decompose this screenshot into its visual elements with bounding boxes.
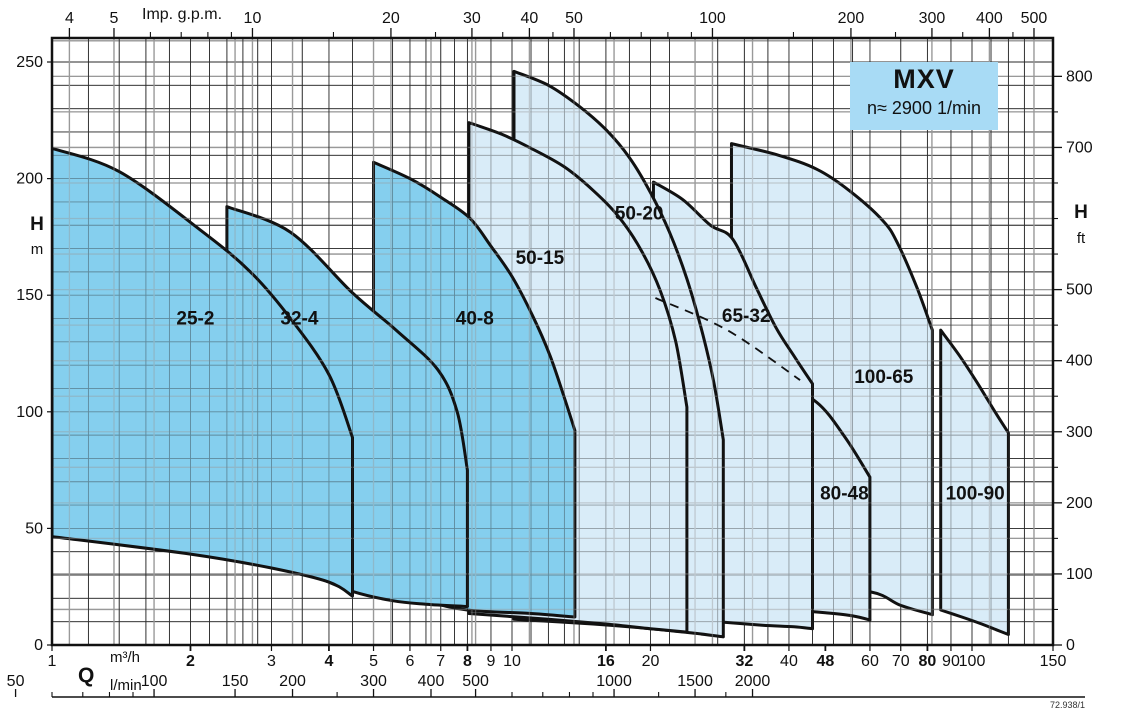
- bottom-m3h-label: 9: [486, 653, 495, 670]
- flow-axis-title: Q: [78, 664, 95, 687]
- top-tick-label: 500: [1021, 10, 1048, 27]
- bottom-m3h-label: 4: [324, 653, 333, 670]
- bottom-m3h-label: 40: [780, 653, 798, 670]
- top-tick-label: 30: [463, 10, 481, 27]
- right-tick-label: 200: [1066, 495, 1093, 512]
- envelope-label-32-4: 32-4: [280, 309, 318, 330]
- left-axis-title: H: [30, 214, 44, 235]
- flow-unit-m3h-label: m³/h: [110, 649, 140, 666]
- right-tick-label: 500: [1066, 282, 1093, 299]
- envelopes: [52, 69, 1010, 639]
- envelope-label-100-90: 100-90: [946, 483, 1005, 504]
- bottom-m3h-label: 150: [1040, 653, 1067, 670]
- series-speed-label: n≈ 2900 1/min: [867, 98, 981, 118]
- right-tick-label: 400: [1066, 353, 1093, 370]
- envelope-label-50-15: 50-15: [516, 248, 565, 269]
- bottom-m3h-label: 16: [597, 653, 615, 670]
- bottom-m3h-label: 1: [48, 653, 57, 670]
- bottom-m3h-label: 8: [463, 653, 472, 670]
- bottom-m3h-label: 2: [186, 653, 195, 670]
- envelope-label-80-48: 80-48: [820, 483, 869, 504]
- envelope-label-40-8: 40-8: [456, 309, 494, 330]
- top-tick-label: 100: [699, 10, 726, 27]
- lmin-label: 200: [279, 673, 306, 690]
- bottom-m3h-label: 6: [405, 653, 414, 670]
- bottom-m3h-label: 10: [503, 653, 521, 670]
- top-tick-label: 40: [521, 10, 539, 27]
- bottom-m3h-label: 100: [959, 653, 986, 670]
- top-tick-label: 50: [565, 10, 583, 27]
- envelope-label-50-20: 50-20: [615, 204, 664, 225]
- envelope-25-2: [52, 146, 354, 598]
- right-tick-label: 0: [1066, 637, 1075, 654]
- envelope-label-100-65: 100-65: [854, 367, 914, 388]
- right-axis-unit-label: ft: [1076, 230, 1086, 247]
- top-tick-label: 10: [244, 10, 262, 27]
- lmin-label: 400: [418, 673, 445, 690]
- envelope-100-90: [939, 328, 1010, 637]
- bottom-m3h-label: 3: [267, 653, 276, 670]
- figure-reference: 72.938/1: [1049, 700, 1085, 710]
- bottom-m3h-label: 20: [642, 653, 660, 670]
- grid-over: [52, 38, 1053, 645]
- right-tick-label: 700: [1066, 139, 1093, 156]
- top-tick-label: 400: [976, 10, 1003, 27]
- bottom-m3h-label: 70: [892, 653, 910, 670]
- lmin-label: 150: [222, 673, 249, 690]
- top-tick-label: 4: [65, 10, 74, 27]
- bottom-m3h-label: 90: [942, 653, 960, 670]
- top-tick-label: 5: [110, 10, 119, 27]
- lmin-label: 50: [7, 673, 25, 690]
- top-tick-label: 200: [838, 10, 865, 27]
- lmin-label: 2000: [735, 673, 771, 690]
- right-axis-title: H: [1074, 202, 1088, 223]
- lmin-label: 300: [360, 673, 387, 690]
- series-title: MXV: [893, 64, 955, 94]
- top-axis-unit-label: Imp. g.p.m.: [142, 6, 223, 23]
- top-tick-label: 300: [919, 10, 946, 27]
- top-tick-label: 20: [382, 10, 400, 27]
- right-tick-label: 800: [1066, 68, 1093, 85]
- bottom-m3h-label: 7: [436, 653, 445, 670]
- bottom-m3h-label: 60: [861, 653, 879, 670]
- bottom-m3h-label: 48: [816, 653, 834, 670]
- bottom-m3h-label: 5: [369, 653, 378, 670]
- bottom-m3h-label: 80: [919, 653, 937, 670]
- right-tick-label: 300: [1066, 424, 1093, 441]
- lmin-label: 500: [462, 673, 489, 690]
- envelope-label-65-32: 65-32: [722, 306, 771, 327]
- left-tick-label: 100: [16, 404, 43, 421]
- envelope-label-25-2: 25-2: [176, 309, 214, 330]
- series-title-box: MXV n≈ 2900 1/min: [850, 62, 998, 130]
- left-axis-unit-label: m: [30, 241, 44, 258]
- left-tick-label: 0: [34, 637, 43, 654]
- dashed-boundary-line: [655, 297, 801, 381]
- lmin-label: 100: [141, 673, 168, 690]
- left-tick-label: 50: [25, 520, 43, 537]
- lmin-label: 1500: [677, 673, 713, 690]
- bottom-m3h-label: 32: [735, 653, 753, 670]
- flow-unit-lmin-label: l/min: [110, 677, 142, 694]
- left-tick-label: 150: [16, 287, 43, 304]
- lmin-label: 1000: [596, 673, 632, 690]
- left-tick-label: 250: [16, 54, 43, 71]
- left-tick-label: 200: [16, 171, 43, 188]
- right-tick-label: 100: [1066, 566, 1093, 583]
